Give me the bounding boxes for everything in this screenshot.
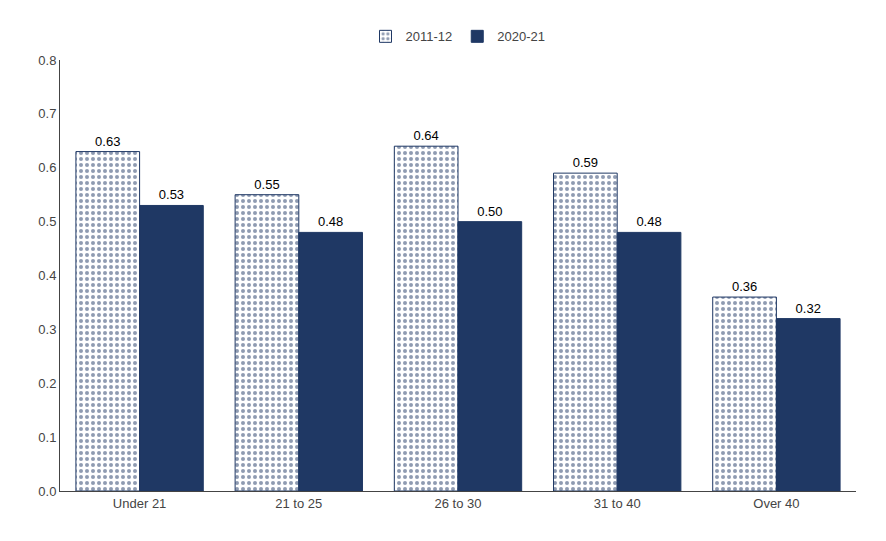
- svg-text:26 to 30: 26 to 30: [435, 496, 482, 511]
- svg-text:0.50: 0.50: [477, 204, 502, 219]
- svg-text:0.48: 0.48: [636, 214, 661, 229]
- svg-text:0.59: 0.59: [573, 155, 598, 170]
- svg-text:0.7: 0.7: [38, 106, 56, 121]
- svg-text:0.5: 0.5: [38, 214, 56, 229]
- svg-text:Under 21: Under 21: [113, 496, 166, 511]
- svg-text:0.2: 0.2: [38, 376, 56, 391]
- svg-text:0.6: 0.6: [38, 160, 56, 175]
- svg-text:0.3: 0.3: [38, 322, 56, 337]
- svg-text:2020-21: 2020-21: [497, 29, 545, 44]
- svg-text:21 to 25: 21 to 25: [275, 496, 322, 511]
- svg-text:0.32: 0.32: [796, 301, 821, 316]
- svg-text:0.8: 0.8: [38, 53, 56, 68]
- svg-text:0.4: 0.4: [38, 268, 56, 283]
- svg-text:0.48: 0.48: [318, 214, 343, 229]
- svg-text:0.53: 0.53: [159, 187, 184, 202]
- svg-text:31 to 40: 31 to 40: [594, 496, 641, 511]
- svg-text:Over 40: Over 40: [753, 496, 799, 511]
- svg-text:0.1: 0.1: [38, 430, 56, 445]
- svg-text:0.36: 0.36: [732, 279, 757, 294]
- svg-text:0.55: 0.55: [254, 177, 279, 192]
- svg-text:0.0: 0.0: [38, 484, 56, 499]
- svg-text:0.63: 0.63: [95, 134, 120, 149]
- svg-text:0.64: 0.64: [414, 128, 439, 143]
- svg-text:2011-12: 2011-12: [406, 29, 453, 44]
